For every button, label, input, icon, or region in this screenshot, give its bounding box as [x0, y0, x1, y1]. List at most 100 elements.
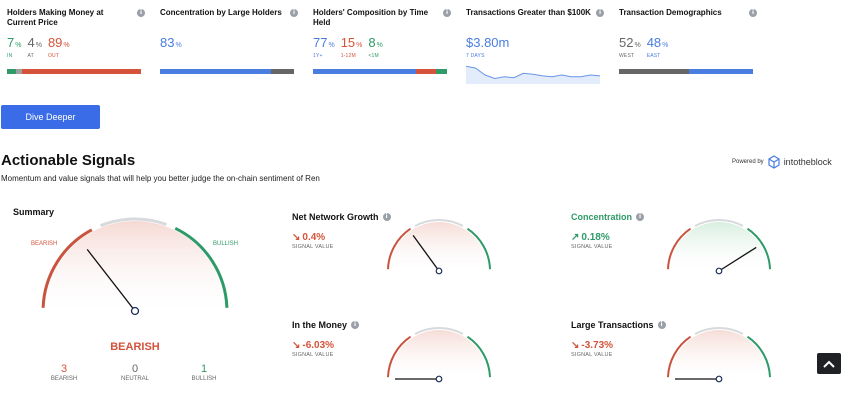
bar-segment [436, 69, 447, 74]
gauge-bearish-label: BEARISH [31, 241, 58, 247]
metric-value-1y: 77% 1Y+ [313, 35, 335, 60]
info-icon[interactable]: i [596, 9, 604, 17]
gauge-bearish-arc [667, 227, 692, 270]
count-bullish: 1 BULLISH [191, 363, 217, 382]
gauge-bullish-arc [746, 335, 771, 378]
gauge-bearish-arc [387, 335, 412, 378]
cube-logo-icon [768, 155, 780, 169]
bar-segment [271, 69, 294, 74]
gauge-fill [45, 221, 225, 311]
bar-segment [7, 69, 17, 74]
bar-segment [619, 69, 689, 74]
gauge-bullish-arc [746, 227, 771, 270]
gauge-fill [670, 222, 768, 271]
chevron-up-icon [823, 360, 835, 368]
signal-gauge [667, 327, 771, 383]
bar-segment [416, 69, 437, 74]
metric-concentration: Concentration by Large Holders i 83% [160, 8, 298, 74]
metric-value: 83% [160, 35, 182, 50]
gauge-pivot [435, 375, 443, 383]
summary-verdict: BEARISH [110, 341, 160, 353]
metric-value: $3.80m 7 DAYS [466, 35, 510, 60]
arrow-down-icon: ↘ [571, 340, 580, 351]
metric-demographics: Transaction Demographics i 52% WEST 48% EA… [619, 8, 757, 74]
section-subtitle: Momentum and value signals that will hel… [1, 174, 320, 183]
metric-title: Concentration by Large Holders [160, 8, 282, 17]
gauge-bearish-arc [667, 335, 692, 378]
gauge-neutral-arc [99, 217, 168, 228]
metric-composition: Holders' Composition by Time Held i 77% 1… [313, 8, 451, 74]
powered-by[interactable]: Powered by intotheblock [732, 155, 832, 169]
sparkline-area [466, 66, 600, 84]
metric-value-east: 48% EAST [646, 35, 669, 60]
summary-gauge [41, 217, 229, 316]
gauge-bullish-arc [174, 226, 229, 308]
signal-in-the-money: In the Money i ↘ -6.03% SIGNAL VALUE [292, 315, 360, 358]
signal-gauge [387, 327, 491, 383]
info-icon[interactable]: i [137, 9, 145, 17]
metric-value-1m: 8% <1M [368, 35, 383, 60]
info-icon[interactable]: i [636, 213, 645, 221]
gauge-fill [390, 222, 488, 271]
bar-segment [160, 69, 272, 74]
metric-value-west: 52% WEST [619, 35, 641, 60]
metric-value-at: 4% AT [27, 35, 42, 60]
sparkline-line [466, 65, 600, 80]
arrow-down-icon: ↘ [292, 232, 301, 243]
gauge-neutral-arc [694, 327, 744, 335]
info-icon[interactable]: i [382, 213, 391, 221]
gauge-bullish-arc [466, 227, 491, 270]
metric-title: Transactions Greater than $100K [466, 8, 591, 17]
arrow-down-icon: ↘ [292, 340, 301, 351]
gauge-needle [412, 235, 440, 272]
bar-segment [16, 69, 22, 74]
gauge-pivot [715, 267, 723, 275]
metric-title: Holders' Composition by Time Held [313, 8, 429, 27]
count-bearish: 3 BEARISH [50, 363, 78, 382]
metric-title: Transaction Demographics [619, 8, 722, 17]
bar-segment [688, 69, 753, 74]
metric-value-1-12m: 15% 1-12M [340, 35, 363, 60]
gauge-pivot [435, 267, 443, 275]
gauge-fill [670, 330, 768, 379]
gauge-bullish-arc [466, 335, 491, 378]
gauge-fill [390, 330, 488, 379]
scroll-to-top-button[interactable] [817, 353, 841, 374]
info-icon[interactable]: i [290, 9, 298, 17]
gauge-neutral-arc [414, 219, 464, 227]
metric-large-transactions: Transactions Greater than $100K i $3.80m… [466, 8, 604, 84]
metric-value-in: 7% IN [7, 35, 22, 60]
summary-title: Summary [13, 207, 55, 217]
gauge-bearish-arc [387, 227, 412, 270]
arrow-up-icon: ↗ [571, 232, 580, 243]
gauge-neutral-arc [414, 327, 464, 335]
count-neutral: 0 NEUTRAL [120, 363, 149, 382]
bar-segment [313, 69, 417, 74]
brand-name: intotheblock [783, 157, 832, 167]
metric-holders-making-money: Holders Making Money at Current Price i … [7, 8, 145, 74]
metric-value-out: 89% OUT [47, 35, 70, 60]
metric-bar [160, 69, 294, 74]
info-icon[interactable]: i [657, 321, 666, 329]
bar-segment [21, 69, 141, 74]
signal-large-transactions: Large Transactions i ↘ -3.73% SIGNAL VALUE [571, 315, 666, 358]
section-title: Actionable Signals [1, 152, 136, 169]
gauge-neutral-arc [694, 219, 744, 227]
metric-bar [7, 69, 141, 74]
info-icon[interactable]: i [443, 9, 451, 17]
metric-bar [313, 69, 447, 74]
gauge-needle [86, 249, 136, 312]
metric-title: Holders Making Money at Current Price [7, 8, 104, 27]
gauge-bearish-arc [41, 228, 93, 308]
sparkline-chart [466, 65, 600, 84]
dive-deeper-button[interactable]: Dive Deeper [1, 105, 100, 129]
info-icon[interactable]: i [351, 321, 360, 329]
signal-gauge [387, 219, 491, 275]
gauge-needle [718, 246, 757, 272]
metric-bar [619, 69, 753, 74]
info-icon[interactable]: i [749, 9, 757, 17]
gauge-pivot [130, 306, 140, 316]
signal-gauge [667, 219, 771, 275]
gauge-bullish-label: BULLISH [213, 241, 239, 247]
signal-concentration: Concentration i ↗ 0.18% SIGNAL VALUE [571, 207, 645, 250]
